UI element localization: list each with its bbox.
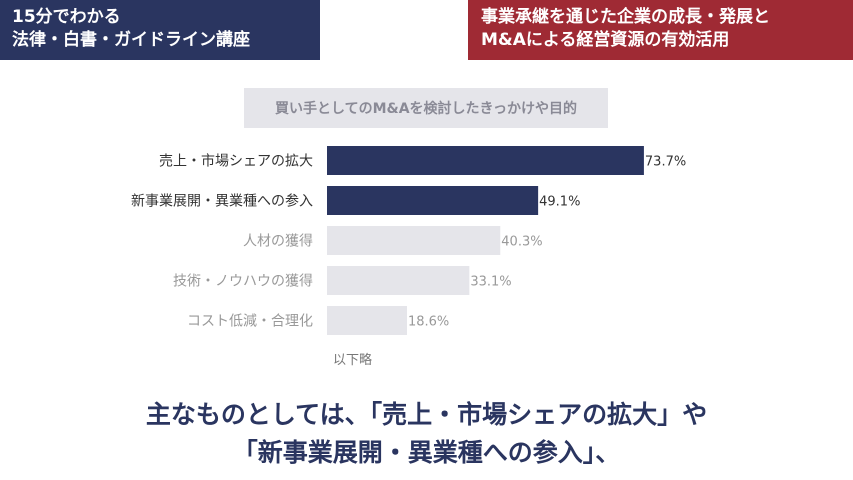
bar-3: [327, 226, 501, 255]
bar-4: [327, 266, 470, 295]
bar-1: [327, 146, 644, 175]
category-label-5: コスト低減・合理化: [187, 313, 313, 330]
caption: 主なものとしては、「売上・市場シェアの拡大」や 「新事業展開・異業種への参入」、: [0, 396, 853, 472]
topic-badge-line2: M&Aによる経営資源の有効活用: [481, 30, 730, 50]
chart-title: 買い手としてのM&Aを検討したきっかけや目的: [244, 88, 608, 128]
caption-line2: 「新事業展開・異業種への参入」、: [232, 438, 621, 467]
topic-badge-line1: 事業承継を通じた企業の成長・発展と: [481, 7, 770, 27]
chart-note: 以下略: [333, 353, 373, 368]
bar-5: [327, 306, 407, 335]
course-badge-line1: 15分でわかる: [12, 7, 121, 27]
value-label-5: 18.6%: [408, 315, 449, 330]
category-label-4: 技術・ノウハウの獲得: [173, 273, 313, 290]
course-badge-line2: 法律・白書・ガイドライン講座: [12, 30, 250, 50]
category-label-3: 人材の獲得: [243, 233, 313, 250]
value-label-1: 73.7%: [645, 155, 686, 170]
value-label-4: 33.1%: [470, 275, 511, 290]
course-badge: 15分でわかる 法律・白書・ガイドライン講座: [0, 0, 320, 60]
topic-badge: 事業承継を通じた企業の成長・発展と M&Aによる経営資源の有効活用: [468, 0, 853, 60]
caption-line1: 主なものとしては、「売上・市場シェアの拡大」や: [145, 400, 708, 429]
category-label-1: 売上・市場シェアの拡大: [159, 153, 313, 170]
value-label-3: 40.3%: [501, 235, 542, 250]
value-label-2: 49.1%: [539, 195, 580, 210]
bar-2: [327, 186, 539, 215]
category-label-2: 新事業展開・異業種への参入: [131, 193, 313, 210]
